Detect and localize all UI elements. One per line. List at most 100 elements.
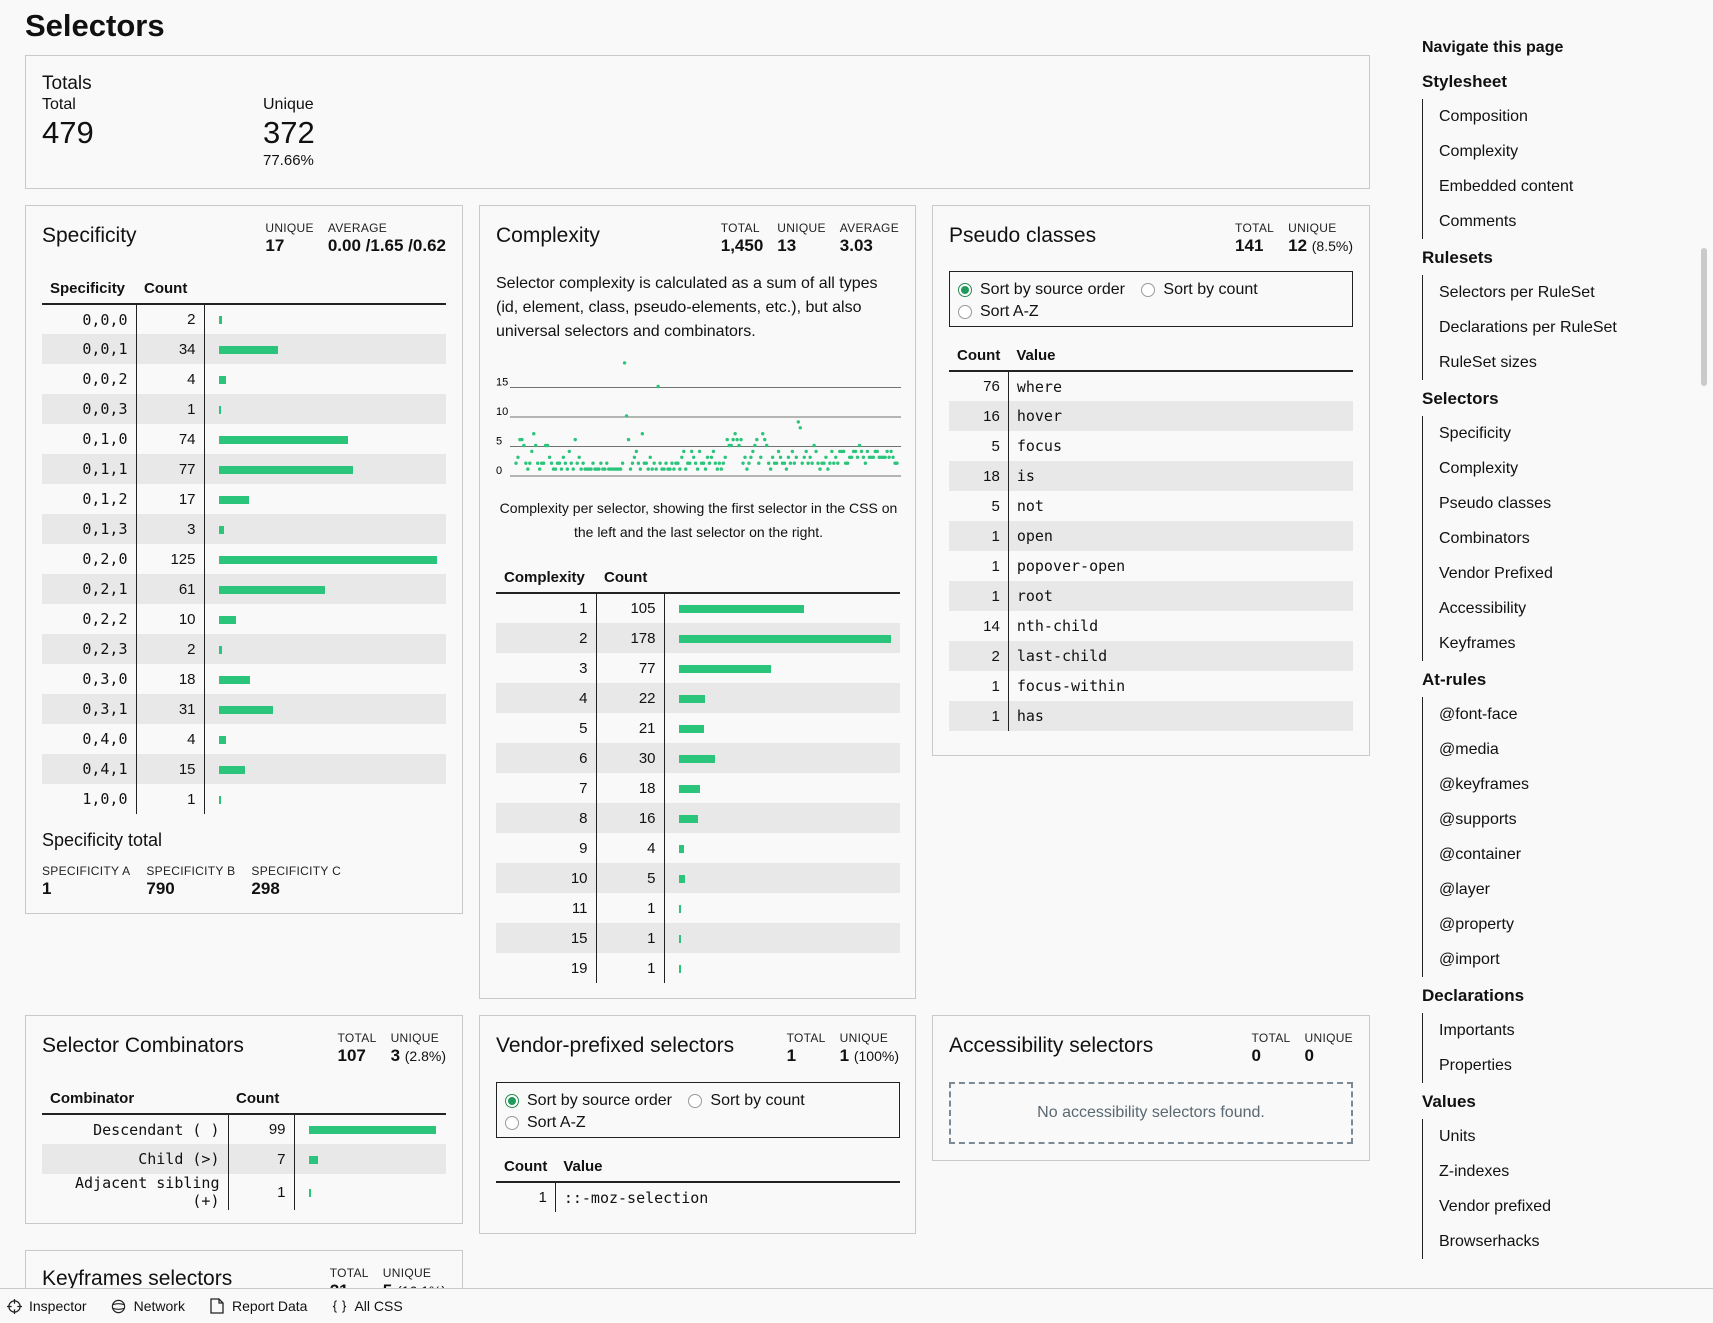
all-css-tab[interactable]: All CSS [331,1298,403,1314]
nav-section-declarations[interactable]: Declarations [1422,986,1525,1005]
data-point [534,443,538,448]
col-count[interactable]: Count [496,1152,556,1183]
col-complexity[interactable]: Complexity [496,563,596,594]
nav-item-property[interactable]: @property [1439,916,1514,933]
data-point [895,461,899,465]
count-bar [218,615,236,624]
nav-item-combinators[interactable]: Combinators [1439,530,1530,547]
row-value: popover-open [1016,557,1126,575]
col-specificity[interactable]: Specificity [42,274,136,305]
col-value[interactable]: Value [1008,341,1353,372]
sort-a-z-radio[interactable]: Sort A-Z [958,299,1039,325]
nav-item-embedded-content[interactable]: Embedded content [1439,178,1574,195]
report-data-tab[interactable]: Report Data [209,1298,307,1314]
nav-item-declarations-per-ruleset[interactable]: Declarations per RuleSet [1439,319,1617,336]
page-title: Selectors [25,8,165,43]
col-count[interactable]: Count [136,274,204,305]
network-tab[interactable]: Network [111,1298,185,1314]
nav-section-stylesheet[interactable]: Stylesheet [1422,72,1508,91]
row-bar-cell [664,923,900,953]
table-row: 2 178 [496,623,900,653]
row-bar-cell [204,454,446,484]
vendor-prefixed-card: Vendor-prefixed selectors TOTAL 1 UNIQUE 1… [479,1015,916,1234]
data-point [776,449,781,454]
data-point [549,461,554,465]
row-count: 99 [228,1114,295,1144]
nav-section-values[interactable]: Values [1422,1092,1476,1111]
data-point [832,461,836,465]
sort-count-label: Sort by count [710,1092,805,1109]
row-count: 16 [596,803,665,833]
pseudo-total-value: 141 [1235,236,1264,255]
specificity-total-title: Specificity total [42,830,163,850]
nav-item-comments[interactable]: Comments [1439,213,1517,230]
vendor-unique-value: 1 [839,1046,850,1065]
crosshair-icon [6,1298,22,1314]
nav-item-font-face[interactable]: @font-face [1439,706,1518,723]
nav-item-complexity[interactable]: Complexity [1439,460,1519,477]
pseudo-sort-options: Sort by source order Sort by count Sort … [949,271,1353,327]
nav-section-rulesets[interactable]: Rulesets [1422,248,1493,267]
nav-item-pseudo-classes[interactable]: Pseudo classes [1439,495,1552,512]
nav-item-composition[interactable]: Composition [1439,108,1528,125]
nav-item-media[interactable]: @media [1439,741,1499,758]
row-bar-cell [204,424,446,454]
data-point [618,467,623,471]
inspector-tab[interactable]: Inspector [6,1298,87,1314]
sort-by-source-order-radio[interactable]: Sort by source order [505,1088,672,1114]
table-row: 18 is [949,461,1353,491]
specificity-unique-value: 17 [265,236,285,255]
nav-item-specificity[interactable]: Specificity [1439,425,1512,442]
scrollbar-thumb[interactable] [1701,248,1707,386]
sort-by-source-order-radio[interactable]: Sort by source order [958,277,1125,303]
row-count: 5 [949,431,1009,461]
count-bar [678,904,681,913]
nav-item-vendor-prefixed[interactable]: Vendor Prefixed [1439,565,1553,582]
nav-item-ruleset-sizes[interactable]: RuleSet sizes [1439,354,1537,371]
col-count[interactable]: Count [949,341,1009,372]
data-point [624,414,629,418]
row-key: 3 [496,653,597,683]
sort-by-count-radio[interactable]: Sort by count [1141,277,1258,303]
table-row: 0,4,0 4 [42,724,446,754]
data-point [650,467,654,471]
sort-source-label: Sort by source order [527,1092,672,1109]
col-value[interactable]: Value [555,1152,900,1183]
nav-group: Importants Properties [1422,1013,1515,1083]
nav-item-keyframes[interactable]: @keyframes [1439,776,1530,793]
data-point [814,449,818,454]
sort-by-count-radio[interactable]: Sort by count [688,1088,805,1114]
row-count: 76 [949,371,1009,401]
nav-item-accessibility[interactable]: Accessibility [1439,600,1527,617]
row-count: 1 [949,671,1009,701]
nav-item-z-indexes[interactable]: Z-indexes [1439,1163,1510,1180]
row-key: 0,2,3 [42,634,137,664]
col-count[interactable]: Count [228,1084,294,1115]
nav-item-supports[interactable]: @supports [1439,811,1517,828]
nav-item-keyframes[interactable]: Keyframes [1439,635,1516,652]
nav-item-container[interactable]: @container [1439,846,1522,863]
nav-item-import[interactable]: @import [1439,951,1500,968]
count-bar [218,435,348,444]
nav-item-vendor-prefixed[interactable]: Vendor prefixed [1439,1198,1552,1215]
nav-item-browserhacks[interactable]: Browserhacks [1439,1233,1540,1250]
nav-item-layer[interactable]: @layer [1439,881,1490,898]
row-key: 2 [496,623,597,653]
nav-item-complexity[interactable]: Complexity [1439,143,1519,160]
nav-item-importants[interactable]: Importants [1439,1022,1515,1039]
nav-item-properties[interactable]: Properties [1439,1057,1512,1074]
data-point [638,467,643,471]
nav-section-at-rules[interactable]: At-rules [1422,670,1487,689]
complexity-chart-caption: Complexity per selector, showing the fir… [499,500,898,540]
specificity-title: Specificity [42,224,137,247]
col-count[interactable]: Count [596,563,664,594]
col-combinator[interactable]: Combinator [42,1084,228,1115]
data-point [567,449,572,454]
nav-item-selectors-per-ruleset[interactable]: Selectors per RuleSet [1439,284,1595,301]
sort-a-z-radio[interactable]: Sort A-Z [505,1110,586,1136]
table-row: 0,0,0 2 [42,304,446,334]
data-point [745,467,749,471]
nav-section-selectors[interactable]: Selectors [1422,389,1499,408]
nav-item-units[interactable]: Units [1439,1128,1476,1145]
